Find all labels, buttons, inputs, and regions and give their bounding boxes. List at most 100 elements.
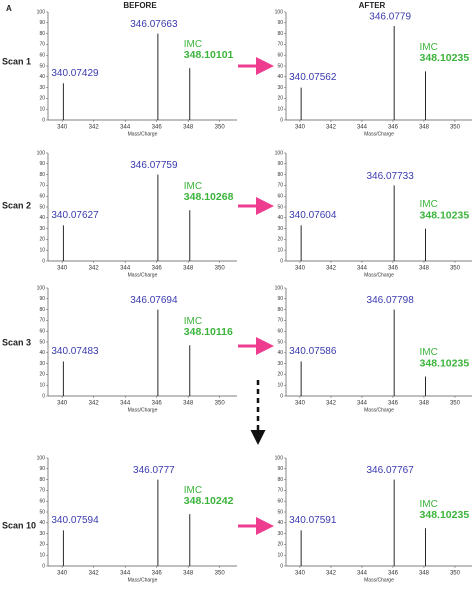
x-tick-label: 340 — [57, 401, 68, 407]
x-tick-label: 342 — [89, 266, 100, 272]
y-tick-label: 80 — [39, 31, 45, 37]
y-tick-label: 90 — [277, 466, 283, 472]
y-tick-label: 30 — [39, 531, 45, 537]
x-axis-label: Mass/Charge — [128, 272, 158, 278]
y-tick-label: 30 — [39, 361, 45, 367]
x-axis-label: Mass/Charge — [364, 131, 394, 137]
peak-label: 346.07798 — [367, 295, 415, 306]
row-label: Scan 1 — [2, 56, 31, 66]
y-tick-label: 50 — [277, 63, 283, 69]
y-tick-label: 80 — [39, 477, 45, 483]
y-tick-label: 100 — [275, 150, 284, 156]
x-tick-label: 342 — [326, 571, 337, 577]
peak-label: 346.0779 — [369, 12, 411, 23]
panel-label: A — [6, 4, 12, 13]
x-tick-label: 350 — [215, 571, 226, 577]
y-tick-label: 100 — [37, 9, 46, 15]
y-tick-label: 10 — [277, 107, 283, 113]
x-tick-label: 344 — [357, 401, 368, 407]
peak-label: 348.10101 — [184, 49, 234, 61]
y-tick-label: 100 — [37, 455, 46, 461]
y-tick-label: 60 — [39, 499, 45, 505]
y-tick-label: 70 — [277, 183, 283, 189]
y-tick-label: 30 — [39, 85, 45, 91]
y-tick-label: 70 — [39, 488, 45, 494]
x-axis-label: Mass/Charge — [364, 577, 394, 583]
row-label: Scan 3 — [2, 337, 31, 347]
y-tick-label: 50 — [39, 339, 45, 345]
x-tick-label: 350 — [450, 571, 461, 577]
annotation: IMC — [420, 42, 438, 53]
row-label: Scan 10 — [2, 520, 36, 530]
y-tick-label: 40 — [39, 350, 45, 356]
x-axis-label: Mass/Charge — [128, 577, 158, 583]
x-tick-label: 344 — [357, 125, 368, 131]
y-tick-label: 10 — [39, 383, 45, 389]
y-tick-label: 50 — [277, 339, 283, 345]
x-tick-label: 350 — [215, 266, 226, 272]
annotation: IMC — [420, 499, 438, 510]
peak-label: 340.07586 — [289, 346, 337, 357]
annotation: IMC — [420, 347, 438, 358]
x-tick-label: 340 — [57, 125, 68, 131]
column-title: AFTER — [359, 1, 386, 10]
y-tick-label: 10 — [277, 383, 283, 389]
x-tick-label: 348 — [183, 125, 194, 131]
y-tick-label: 70 — [277, 42, 283, 48]
y-tick-label: 70 — [39, 318, 45, 324]
x-tick-label: 340 — [295, 571, 306, 577]
y-tick-label: 0 — [42, 258, 45, 264]
y-tick-label: 90 — [277, 161, 283, 167]
y-tick-label: 40 — [277, 215, 283, 221]
y-tick-label: 80 — [277, 31, 283, 37]
y-tick-label: 50 — [277, 204, 283, 210]
peak-label: 340.07429 — [51, 68, 99, 79]
y-tick-label: 100 — [37, 150, 46, 156]
y-tick-label: 60 — [277, 53, 283, 59]
annotation: IMC — [184, 181, 202, 192]
peak-label: 346.07733 — [367, 171, 415, 182]
x-tick-label: 346 — [152, 125, 163, 131]
y-tick-label: 0 — [280, 117, 283, 123]
x-tick-label: 344 — [120, 571, 131, 577]
y-tick-label: 20 — [277, 96, 283, 102]
row-label: Scan 2 — [2, 200, 31, 210]
y-tick-label: 80 — [277, 477, 283, 483]
y-tick-label: 50 — [39, 509, 45, 515]
x-tick-label: 348 — [419, 571, 430, 577]
y-tick-label: 60 — [277, 194, 283, 200]
peak-label: 348.10235 — [420, 52, 470, 64]
y-tick-label: 30 — [277, 531, 283, 537]
y-tick-label: 40 — [277, 350, 283, 356]
y-tick-label: 70 — [277, 488, 283, 494]
peak-label: 340.07594 — [51, 515, 99, 526]
peak-label: 348.10235 — [420, 509, 470, 521]
x-axis-label: Mass/Charge — [128, 407, 158, 413]
x-tick-label: 346 — [388, 401, 399, 407]
y-tick-label: 60 — [39, 53, 45, 59]
peak-label: 346.07663 — [130, 19, 178, 30]
y-tick-label: 0 — [42, 393, 45, 399]
x-tick-label: 346 — [388, 266, 399, 272]
y-tick-label: 60 — [39, 329, 45, 335]
x-axis-label: Mass/Charge — [364, 407, 394, 413]
x-tick-label: 350 — [450, 401, 461, 407]
peak-label: 340.07604 — [289, 210, 337, 221]
y-tick-label: 20 — [277, 372, 283, 378]
annotation: IMC — [184, 316, 202, 327]
x-tick-label: 344 — [120, 125, 131, 131]
y-tick-label: 10 — [277, 553, 283, 559]
y-tick-label: 20 — [39, 542, 45, 548]
y-tick-label: 100 — [275, 285, 284, 291]
peak-label: 348.10268 — [184, 191, 234, 203]
x-tick-label: 350 — [450, 125, 461, 131]
y-tick-label: 40 — [39, 74, 45, 80]
y-tick-label: 80 — [39, 172, 45, 178]
y-tick-label: 90 — [277, 20, 283, 26]
peak-label: 348.10235 — [420, 209, 470, 221]
x-axis-label: Mass/Charge — [364, 272, 394, 278]
x-tick-label: 348 — [183, 266, 194, 272]
peak-label: 348.10235 — [420, 357, 470, 369]
x-tick-label: 344 — [120, 401, 131, 407]
y-tick-label: 70 — [39, 42, 45, 48]
